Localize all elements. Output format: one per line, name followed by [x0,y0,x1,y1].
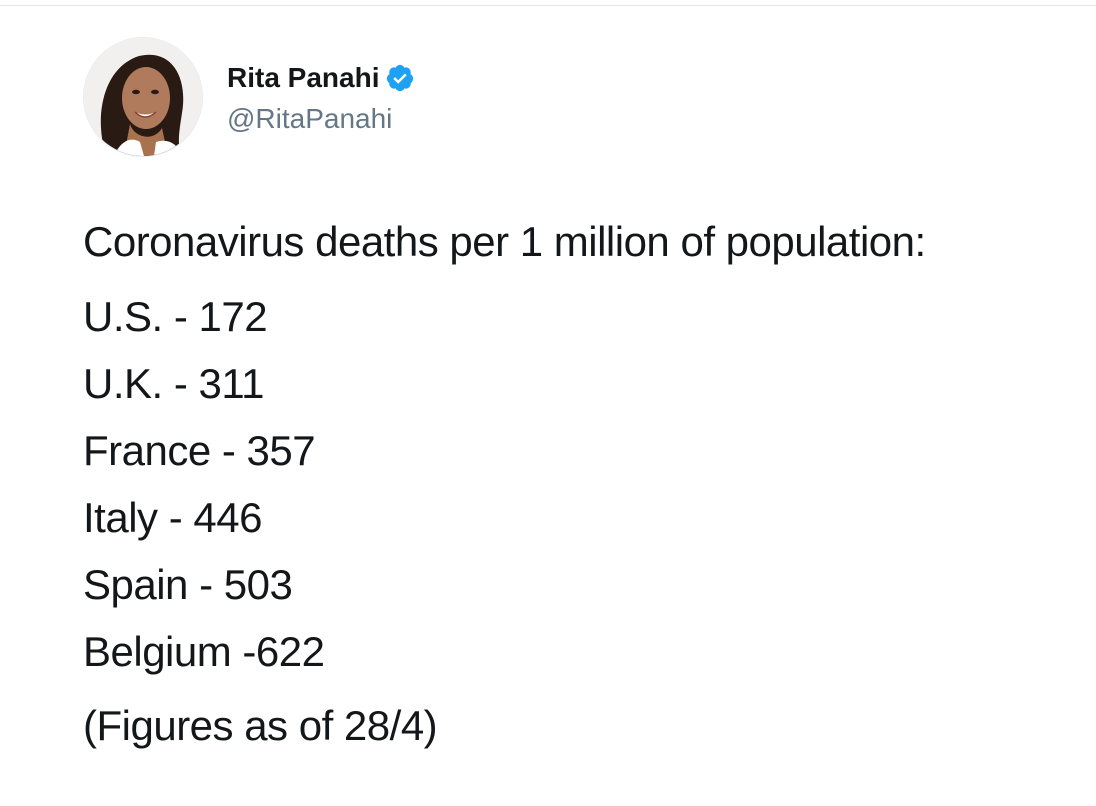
tweet-note: (Figures as of 28/4) [83,702,438,749]
top-divider [0,5,1096,6]
stat-line: Spain - 503 [83,561,293,608]
avatar-image [84,38,202,156]
tweet: Rita Panahi @RitaPanahi Coronavirus deat… [83,36,1043,751]
stat-line: U.K. - 311 [83,360,264,407]
stats-list: U.S. - 172 U.K. - 311 France - 357 Italy… [83,283,1043,685]
stat-line: Italy - 446 [83,494,262,541]
stat-line: France - 357 [83,427,316,474]
tweet-body: Coronavirus deaths per 1 million of popu… [83,217,1043,751]
handle[interactable]: @RitaPanahi [227,103,393,134]
tweet-header: Rita Panahi @RitaPanahi [83,36,1043,158]
avatar[interactable] [83,37,203,157]
stat-line: Belgium -622 [83,628,325,675]
author-names: Rita Panahi @RitaPanahi [227,59,415,135]
tweet-intro: Coronavirus deaths per 1 million of popu… [83,218,926,265]
stat-line: U.S. - 172 [83,293,268,340]
name-row: Rita Panahi [227,59,415,97]
display-name[interactable]: Rita Panahi [227,62,380,93]
verified-badge-icon [385,63,415,93]
